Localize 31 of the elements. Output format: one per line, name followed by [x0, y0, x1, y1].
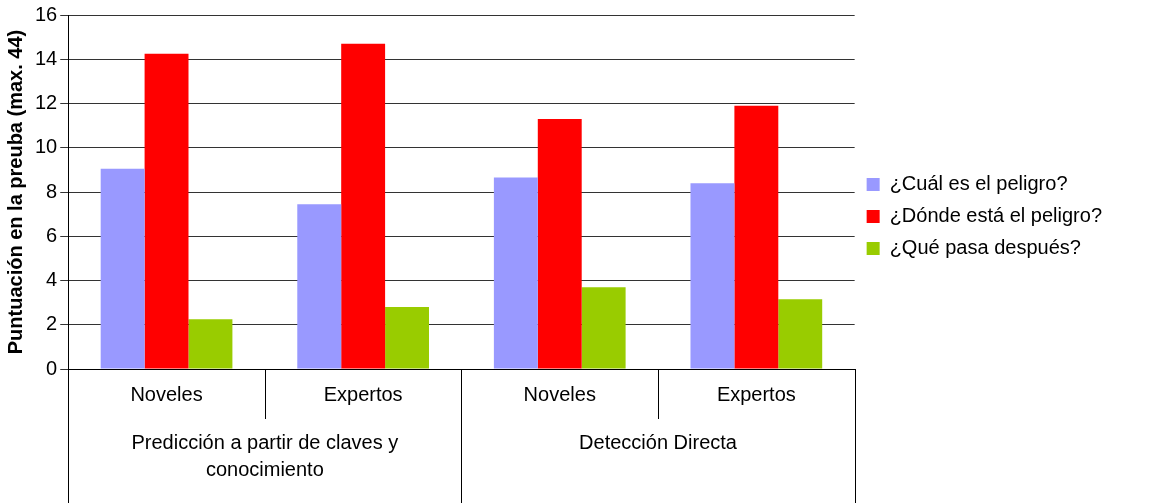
y-tick-label: 10	[35, 135, 58, 158]
bar	[100, 168, 145, 369]
x-tick-label: Noveles	[130, 382, 203, 405]
bar	[493, 177, 538, 369]
text: Detección Directa	[579, 430, 738, 453]
bar	[385, 307, 430, 369]
y-tick-label: 8	[46, 179, 58, 202]
bar	[690, 183, 735, 369]
bar	[188, 319, 233, 369]
x-tick-label: Expertos	[323, 382, 403, 405]
y-tick-label: 4	[46, 268, 58, 291]
bar	[341, 43, 386, 369]
y-tick-label: 16	[35, 2, 58, 25]
bar	[297, 204, 342, 369]
bar	[581, 287, 626, 369]
legend-label: ¿Dónde está el peligro?	[889, 204, 1103, 227]
y-tick-label: 6	[46, 223, 58, 246]
x-tick-label: Noveles	[523, 382, 596, 405]
x-tick-label: Expertos	[716, 382, 796, 405]
bar	[734, 105, 779, 369]
y-axis-title: Puntuación en la preuba (max. 44)	[3, 29, 26, 355]
y-tick-label: 12	[35, 91, 58, 114]
bar	[144, 53, 189, 369]
legend-label: ¿Cuál es el peligro?	[889, 172, 1068, 195]
y-tick-label: 2	[46, 312, 58, 335]
y-tick-label: 14	[35, 46, 58, 69]
bar	[537, 118, 582, 369]
bar	[778, 299, 823, 369]
text: Predicción a partir de claves y conocimiento	[131, 430, 399, 480]
y-tick-label: 0	[46, 356, 58, 379]
legend-label: ¿Qué pasa después?	[889, 236, 1081, 259]
